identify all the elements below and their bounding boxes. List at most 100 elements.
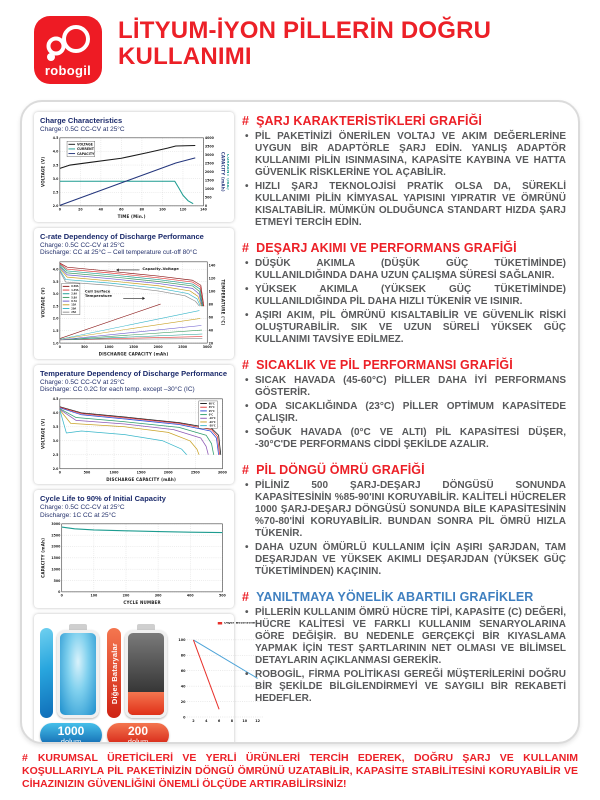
svg-text:2.5: 2.5 (53, 453, 59, 457)
svg-text:3.0: 3.0 (53, 177, 59, 181)
section-bullets: PİL PAKETİNİZİ ÖNERİLEN VOLTAJ VE AKIM D… (242, 131, 566, 229)
svg-text:3.5: 3.5 (53, 279, 59, 283)
svg-text:5.8A: 5.8A (71, 296, 77, 299)
charts-column: Charge Characteristics Charge: 0.5C CC-C… (34, 112, 264, 742)
svg-text:100: 100 (178, 638, 186, 642)
svg-text:120: 120 (209, 276, 216, 280)
section-heading: # DEŞARJ AKIMI VE PERFORMANS GRAFİĞİ (242, 241, 566, 255)
bullet-item: HIZLI ŞARJ TEKNOLOJİSİ PRATİK OLSA DA, S… (245, 181, 566, 229)
svg-text:VOLTAGE: VOLTAGE (77, 143, 93, 147)
svg-text:8.7A: 8.7A (71, 300, 77, 303)
bullet-item: SICAK HAVADA (45-60°C) PİLLER DAHA İYİ P… (245, 375, 566, 399)
svg-text:3500: 3500 (205, 145, 215, 149)
svg-text:TIME (Min.): TIME (Min.) (118, 214, 146, 219)
battery-comparison-panel: 1000 dolum Diğer Bataryalar (34, 614, 264, 742)
svg-text:25°C: 25°C (209, 409, 215, 412)
svg-text:-10°C: -10°C (209, 417, 216, 420)
chart-title: Cycle Life to 90% of Initial Capacity (40, 494, 166, 504)
temperature-discharge-chart: 0 500 1000 1500 2000 2500 3000 2.0 2.5 3.0 3.5 4.0 4… (40, 397, 228, 482)
svg-text:VOLTAGE (V): VOLTAGE (V) (40, 157, 45, 187)
robogil-battery-figure: 1000 dolum (40, 622, 102, 742)
svg-text:0: 0 (183, 715, 186, 719)
svg-text:3000: 3000 (51, 522, 61, 526)
svg-text:1500: 1500 (129, 345, 139, 349)
svg-text:2500: 2500 (191, 470, 201, 474)
svg-text:3.0: 3.0 (53, 292, 59, 296)
svg-text:1.5: 1.5 (53, 329, 59, 333)
chart-subtitle: Discharge: CC at 25°C – Cell temperature… (40, 249, 198, 257)
svg-text:DISCHARGE CAPACITY (mAh): DISCHARGE CAPACITY (mAh) (106, 477, 176, 482)
svg-text:2500: 2500 (51, 533, 61, 537)
section-heading-text: YANILTMAYA YÖNELİK ABARTILI GRAFİKLER (256, 590, 534, 604)
svg-text:60°C: 60°C (209, 402, 215, 405)
cycle-life-chart: 0 100 200 300 400 500 0 500 1000 1500 2000 2500 3000… (40, 522, 226, 605)
bullet-item: ROBOGİL, FİRMA POLİTİKASI GEREĞİ MÜŞTERİ… (245, 669, 566, 705)
svg-text:500: 500 (219, 594, 226, 598)
badge-200-dolum: 200 dolum (107, 723, 169, 742)
battery-full-graphic (57, 630, 99, 719)
svg-text:4.5: 4.5 (53, 397, 59, 401)
svg-text:1500: 1500 (51, 556, 61, 560)
svg-text:Temperature: Temperature (85, 294, 113, 298)
svg-text:12: 12 (255, 719, 260, 723)
svg-text:1000: 1000 (51, 567, 61, 571)
svg-text:Diğer Bataryalar: Diğer Bataryalar (224, 622, 256, 625)
svg-text:Cell Surface: Cell Surface (85, 289, 111, 293)
section-heading-text: PİL DÖNGÜ ÖMRÜ GRAFİĞİ (256, 463, 425, 477)
svg-text:0: 0 (59, 208, 62, 212)
svg-text:2500: 2500 (205, 162, 215, 166)
svg-text:20: 20 (78, 208, 83, 212)
section-heading: # SICAKLIK VE PİL PERFORMANSI GRAFİĞİ (242, 358, 566, 372)
svg-text:3000: 3000 (203, 345, 213, 349)
svg-text:0: 0 (205, 204, 208, 208)
bullet-item: DÜŞÜK AKIMLA (DÜŞÜK GÜÇ TÜKETİMİNDE) KUL… (245, 258, 566, 282)
svg-text:2.0: 2.0 (53, 204, 59, 208)
svg-text:2.5: 2.5 (53, 191, 59, 195)
svg-text:100: 100 (209, 289, 216, 293)
chart-card-temperature: Temperature Dependency of Discharge Perf… (34, 364, 234, 485)
svg-text:40: 40 (209, 328, 214, 332)
chart-title: Temperature Dependency of Discharge Perf… (40, 368, 228, 378)
svg-text:8: 8 (231, 719, 234, 723)
svg-text:80: 80 (140, 208, 145, 212)
title-line-2: KULLANIMI (118, 43, 252, 71)
svg-text:TEMPERATURE (°C): TEMPERATURE (°C) (220, 279, 225, 325)
page-header: robogil LİTYUM-İYON PİLLERİN DOĞRU KULLA… (0, 0, 600, 100)
hash-icon: # (22, 752, 28, 764)
svg-text:20: 20 (209, 341, 214, 345)
svg-text:Capacity–Voltage: Capacity–Voltage (142, 267, 179, 271)
svg-text:VOLTAGE (V): VOLTAGE (V) (40, 418, 45, 448)
svg-text:20: 20 (181, 700, 186, 704)
svg-text:60: 60 (209, 315, 214, 319)
logo-text: robogil (44, 63, 92, 78)
battery-terminal (137, 624, 155, 631)
svg-text:4.0: 4.0 (53, 150, 59, 154)
hash-icon: # (242, 241, 250, 255)
robogil-logo: robogil (34, 16, 102, 84)
chart-subtitle: Charge: 0.5C CC-CV at 25°C (40, 504, 125, 512)
svg-text:1000: 1000 (110, 470, 120, 474)
svg-text:2000: 2000 (51, 545, 61, 549)
svg-text:0: 0 (59, 345, 62, 349)
chart-subtitle: Charge: 0.5C CC-CV at 25°C (40, 241, 125, 249)
svg-text:80: 80 (181, 654, 186, 658)
other-battery-figure: Diğer Bataryalar 200 dolum (107, 622, 169, 742)
capacity-comparison-chart: 2 4 6 8 10 12 0 20 40 60 80 100 Diğer Bataryalar (178, 622, 264, 723)
page-title: LİTYUM-İYON PİLLERİN DOĞRU KULLANIMI (118, 17, 492, 71)
chart-subtitle: Discharge: CC 0.2C for each temp. except… (40, 386, 195, 394)
hash-icon: # (242, 358, 250, 372)
svg-text:3000: 3000 (218, 470, 228, 474)
svg-text:1500: 1500 (205, 179, 215, 183)
c-rate-discharge-chart: 0 500 1000 1500 2000 2500 3000 1.0 1.5 2.0 2.5 3.0 3… (40, 261, 225, 356)
svg-text:CAPACITY (mAh): CAPACITY (mAh) (220, 152, 225, 192)
svg-text:-20°C: -20°C (209, 420, 216, 423)
footer-text: KURUMSAL ÜRETİCİLERİ VE YERLİ ÜRÜNLERİ T… (22, 752, 578, 791)
svg-text:4: 4 (205, 719, 208, 723)
svg-text:2000: 2000 (154, 345, 164, 349)
robogil-logo-icon (46, 25, 90, 61)
blue-bar-graphic (40, 628, 53, 719)
hash-icon: # (242, 590, 250, 604)
title-line-1: LİTYUM-İYON PİLLERİN DOĞRU (118, 17, 492, 44)
svg-text:4.5: 4.5 (53, 136, 59, 140)
chart-card-c-rate: C-rate Dependency of Discharge Performan… (34, 228, 234, 359)
